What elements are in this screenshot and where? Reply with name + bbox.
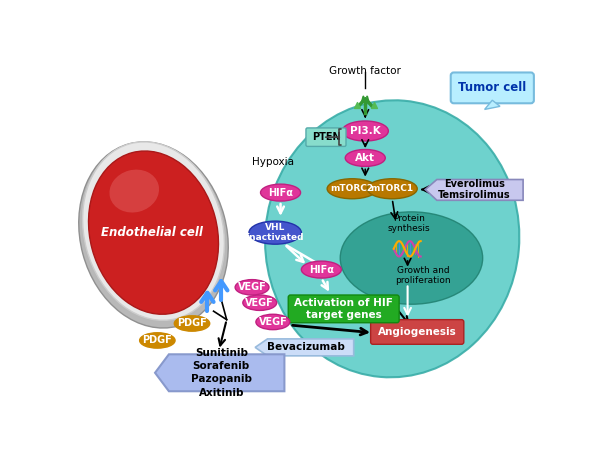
Ellipse shape [174,316,210,331]
Ellipse shape [367,179,417,199]
Text: PDGF: PDGF [142,335,172,346]
FancyBboxPatch shape [288,295,399,323]
Ellipse shape [109,170,159,212]
Ellipse shape [260,184,301,201]
Ellipse shape [235,279,269,295]
Ellipse shape [243,295,277,310]
Ellipse shape [83,142,224,320]
Text: PTEN: PTEN [311,132,340,142]
Ellipse shape [345,149,385,166]
Text: Bevacizumab: Bevacizumab [267,342,345,352]
FancyBboxPatch shape [306,128,346,146]
FancyBboxPatch shape [451,72,534,104]
FancyBboxPatch shape [371,320,464,344]
Text: Endothelial cell: Endothelial cell [101,226,203,239]
Text: VEGF: VEGF [238,282,266,292]
Ellipse shape [301,261,341,278]
Text: mTORC2: mTORC2 [331,184,374,193]
Ellipse shape [256,314,290,330]
Polygon shape [425,180,523,200]
Text: VEGF: VEGF [259,317,287,327]
Polygon shape [255,339,354,356]
Text: HIFα: HIFα [268,188,293,198]
Text: PI3.K: PI3.K [350,126,380,136]
Text: Everolimus
Temsirolimus: Everolimus Temsirolimus [438,179,511,200]
Ellipse shape [340,212,482,304]
Text: VEGF: VEGF [245,298,274,308]
Text: Growth factor: Growth factor [329,66,401,76]
Polygon shape [485,100,500,109]
Text: Angiogenesis: Angiogenesis [378,327,457,337]
Ellipse shape [342,121,388,141]
Ellipse shape [249,221,301,244]
Ellipse shape [79,142,228,328]
Ellipse shape [89,151,218,314]
Text: mTORC1: mTORC1 [371,184,414,193]
Text: Growth and
proliferation: Growth and proliferation [395,266,451,285]
Text: Activation of HIF
target genes: Activation of HIF target genes [294,298,393,320]
Ellipse shape [327,179,377,199]
Text: Hypoxia: Hypoxia [252,157,294,167]
Polygon shape [155,354,284,391]
Text: HIFα: HIFα [309,265,334,274]
Text: PDGF: PDGF [177,319,207,328]
Ellipse shape [265,100,520,377]
Text: Sunitinib
Sorafenib
Pazopanib
Axitinib: Sunitinib Sorafenib Pazopanib Axitinib [191,348,252,398]
Text: Akt: Akt [355,153,375,163]
Point [352,101,362,108]
Point [369,101,379,108]
Ellipse shape [140,333,175,348]
Text: Protein
synthesis: Protein synthesis [388,214,430,233]
Text: Tumor cell: Tumor cell [458,81,526,94]
Text: VHL
inactivated: VHL inactivated [247,223,304,243]
